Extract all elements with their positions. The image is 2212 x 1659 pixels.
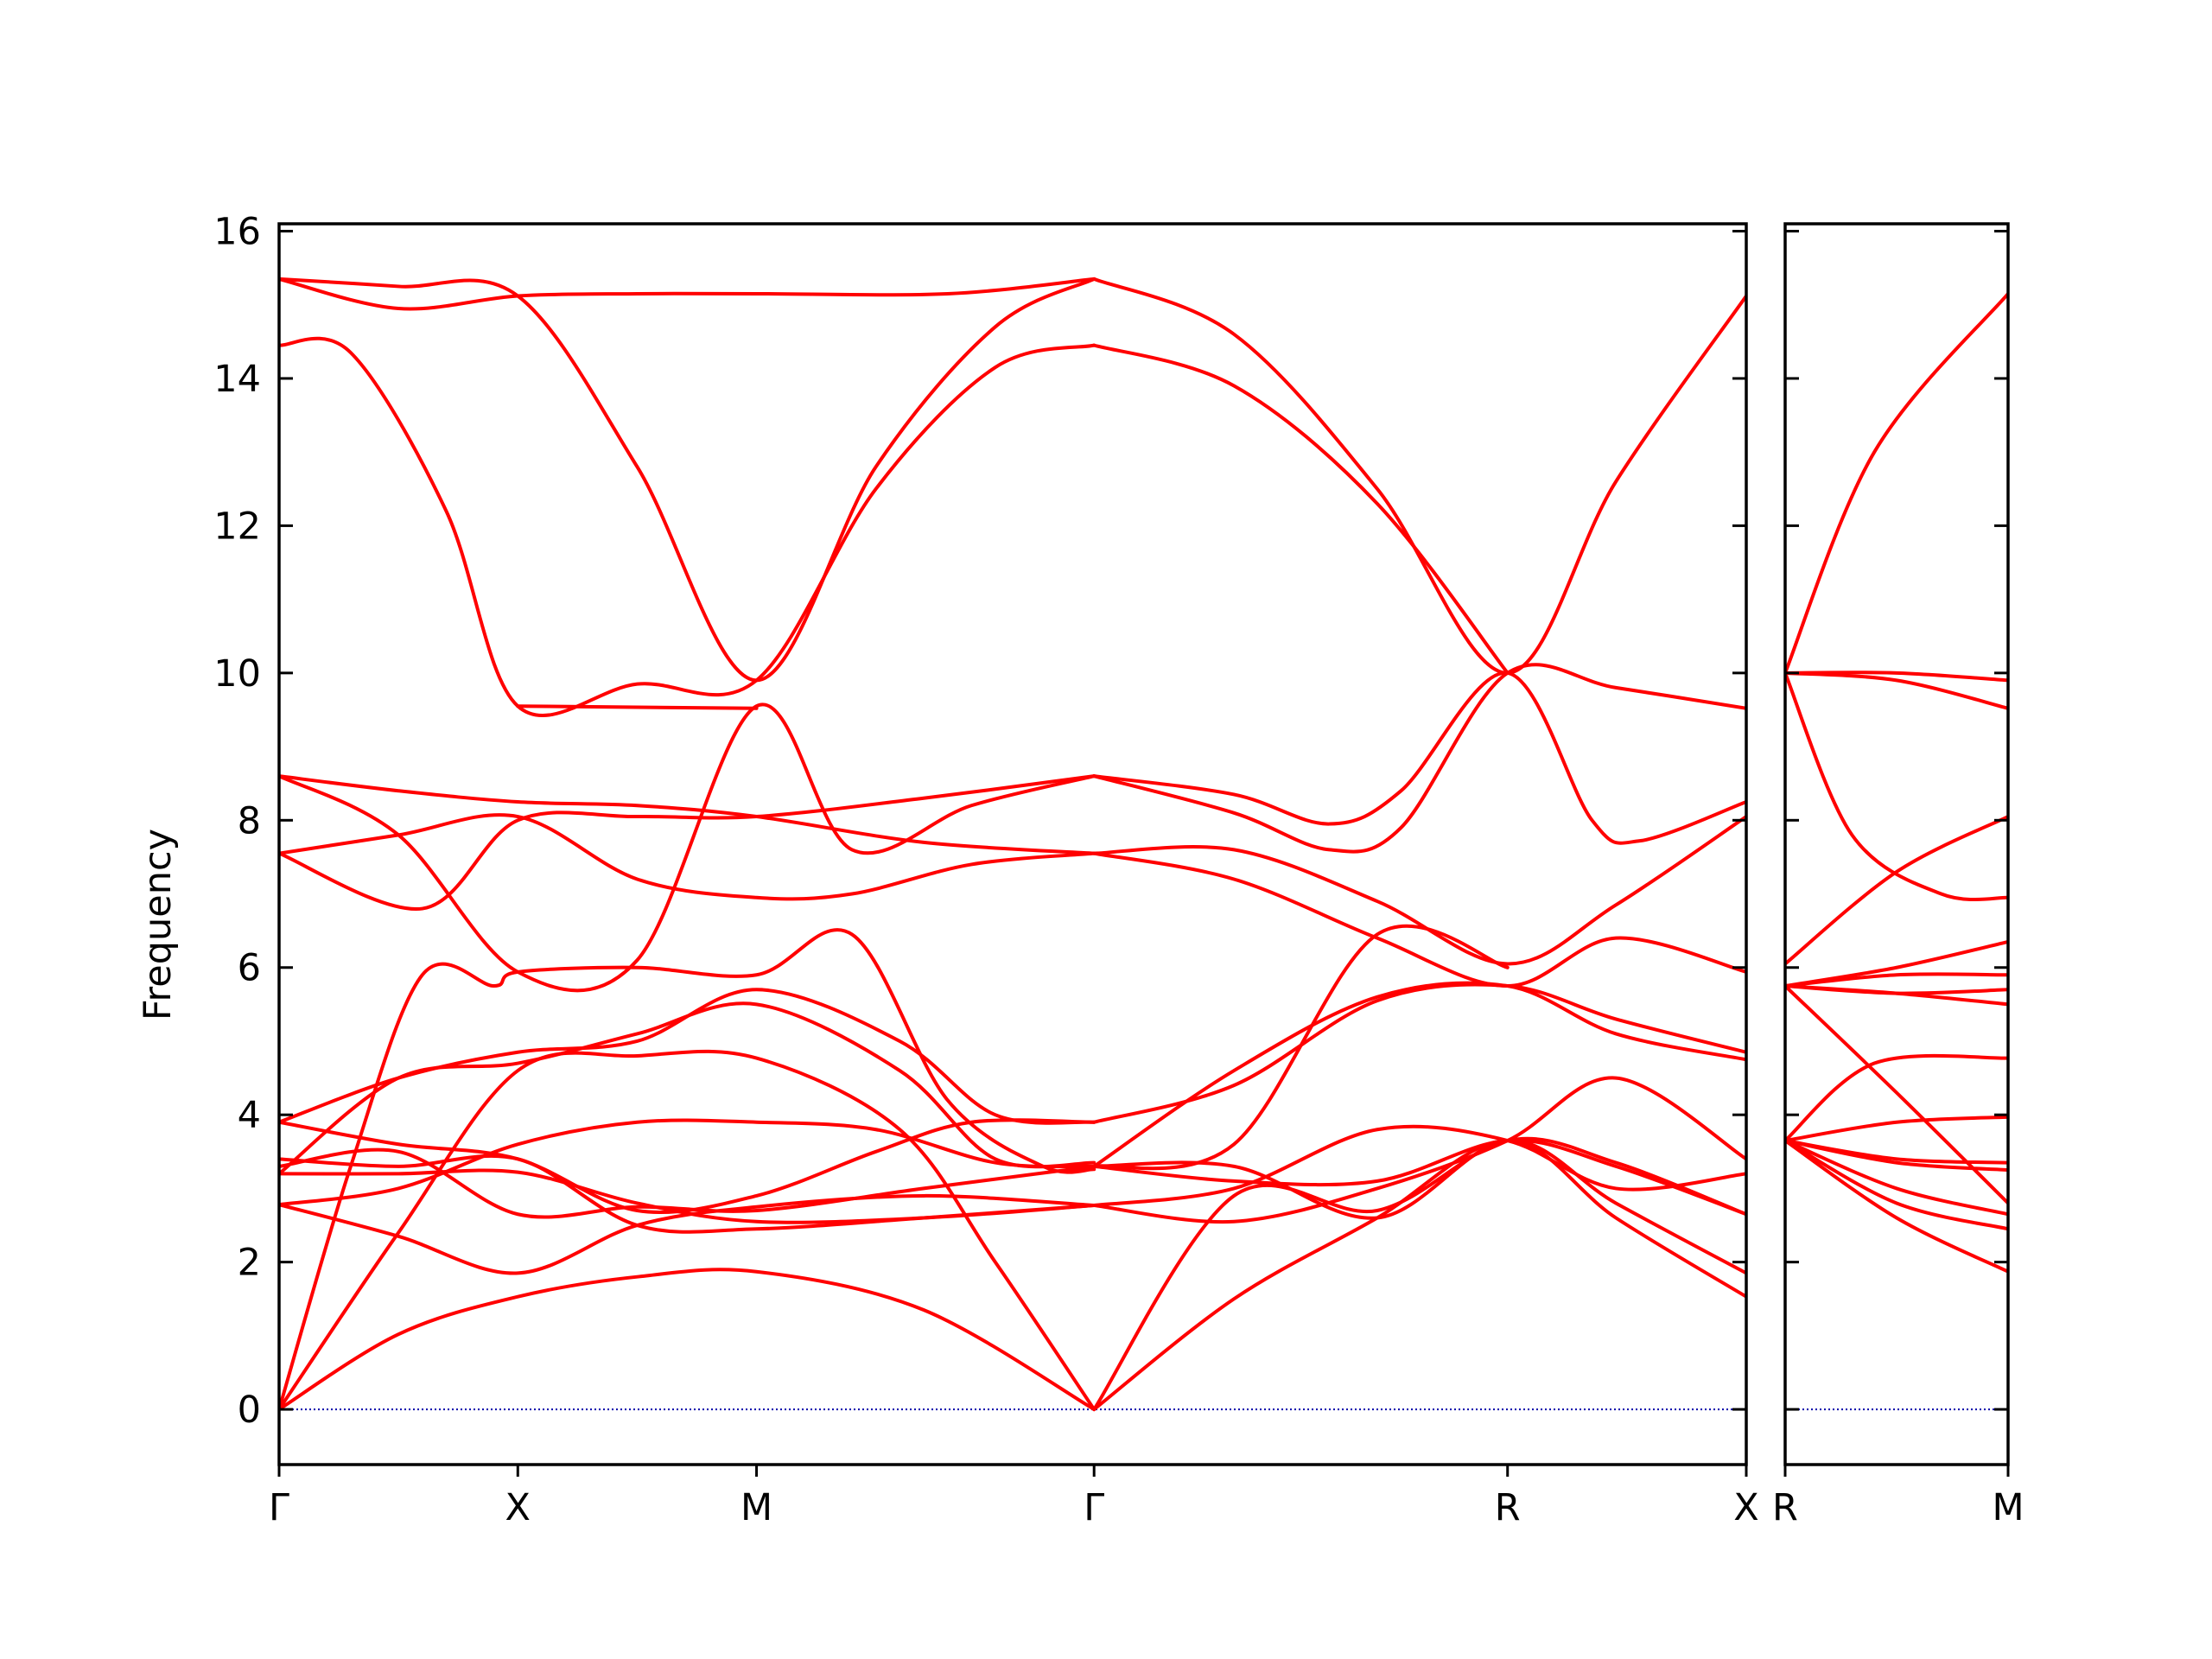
- panel-main: 0 2 4 6 8 10 12 14 16 Γ X M Γ R X: [213, 211, 1758, 1529]
- band-line: [1092, 1139, 1746, 1275]
- band-line: [279, 928, 1096, 1412]
- y-tick-label: 2: [238, 1242, 261, 1285]
- x-tick-label: Γ: [269, 1486, 289, 1529]
- band-line: [1785, 671, 2008, 902]
- band-line: [1092, 851, 1746, 988]
- band-line: [1092, 1138, 1746, 1217]
- band-line: [279, 702, 1096, 993]
- band-line: [1785, 815, 2008, 966]
- y-tick-label: 0: [238, 1389, 261, 1432]
- x-tick-label: Γ: [1084, 1486, 1104, 1529]
- band-line: [279, 276, 1096, 311]
- x-tick-label: R: [1495, 1486, 1521, 1529]
- x-tick-label: M: [741, 1486, 772, 1529]
- band-line: [1092, 343, 1510, 675]
- band-line: [1785, 1053, 2008, 1143]
- band-line: [1092, 1124, 1746, 1208]
- bands: [279, 276, 1746, 1412]
- x-tick-label: X: [1733, 1486, 1758, 1529]
- x-tick-label: R: [1772, 1486, 1798, 1529]
- y-axis-label: Frequency: [137, 829, 180, 1020]
- band-line: [1785, 984, 2008, 1007]
- band-line: [1092, 924, 1510, 1171]
- band-line: [279, 276, 1096, 683]
- band-line: [279, 1268, 1096, 1412]
- band-line: [1785, 984, 2008, 1205]
- y-tick-label: 6: [238, 947, 261, 990]
- band-line: [279, 774, 1096, 855]
- band-line: [1785, 1139, 2008, 1217]
- y-tick-label: 4: [238, 1094, 261, 1137]
- band-line: [279, 1049, 1096, 1412]
- band-line: [1092, 982, 1746, 1124]
- band-line: [1785, 671, 2008, 710]
- band-line: [1785, 1115, 2008, 1143]
- band-line: [279, 774, 1096, 911]
- band-line: [279, 813, 1096, 901]
- y-tick-label: 14: [213, 358, 261, 401]
- band-line: [1785, 1139, 2008, 1173]
- band-line: [279, 1154, 1096, 1234]
- band-line: [279, 1001, 1096, 1176]
- band-line: [279, 988, 1096, 1125]
- y-tick-label: 12: [213, 505, 261, 548]
- band-line: [279, 1193, 1096, 1275]
- y-tick-label: 16: [213, 211, 261, 254]
- x-tick-label: M: [1992, 1486, 2024, 1529]
- band-line: [1785, 1139, 2008, 1231]
- band-line: [1785, 1139, 2008, 1274]
- band-line: [1092, 276, 1746, 675]
- y-tick-label: 10: [213, 652, 261, 696]
- y-tick-label: 8: [238, 799, 261, 842]
- band-line: [1092, 815, 1746, 966]
- band-line: [1092, 981, 1746, 1168]
- band-line: [516, 704, 759, 710]
- x-tick-label: X: [505, 1486, 531, 1529]
- band-line: [1092, 663, 1746, 854]
- band-line: [1092, 1076, 1746, 1224]
- band-line: [1785, 939, 2008, 988]
- band-line: [1092, 671, 1746, 845]
- band-line: [1785, 291, 2008, 675]
- band-line: [279, 1147, 1096, 1219]
- band-line: [279, 1118, 1096, 1207]
- plot-frame: [277, 222, 1748, 1466]
- band-line: [1092, 1139, 1746, 1412]
- plot-frame: [1783, 222, 2010, 1466]
- bands: [1785, 291, 2008, 1274]
- band-line: [279, 336, 1096, 717]
